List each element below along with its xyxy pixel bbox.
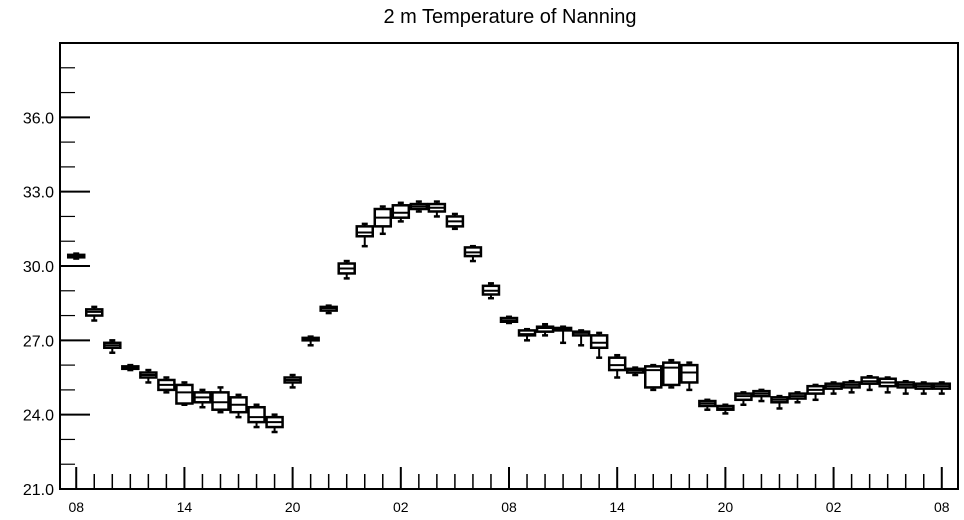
box-26 (535, 322, 555, 337)
box-0 (66, 252, 86, 260)
box-11 (265, 413, 284, 434)
box-22 (463, 244, 483, 263)
box-39 (770, 394, 789, 410)
box-43 (842, 379, 861, 394)
box-16 (355, 222, 374, 248)
box-iqr (175, 383, 194, 405)
plot-area (66, 200, 952, 434)
box-9 (229, 393, 248, 419)
box-37 (734, 391, 753, 407)
box-35 (698, 398, 717, 411)
box-29 (589, 331, 609, 359)
y-tick-label: 36.0 (23, 110, 54, 127)
box-48 (932, 381, 952, 395)
x-axis: 08 14 20 02 08 14 20 02 08 (68, 467, 950, 515)
box-iqr (607, 356, 627, 372)
box-31 (625, 366, 645, 377)
box-46 (896, 379, 915, 395)
box-iqr (355, 225, 374, 238)
box-iqr (391, 204, 411, 219)
x-tick-label: 08 (501, 499, 517, 515)
y-tick-label: 21.0 (23, 482, 54, 499)
box-17 (373, 205, 393, 236)
box-2 (103, 339, 122, 354)
box-20 (427, 200, 447, 218)
box-iqr (211, 391, 230, 411)
box-45 (878, 376, 897, 394)
box-iqr (662, 361, 681, 387)
x-tick-label: 20 (718, 499, 734, 515)
box-32 (644, 363, 663, 392)
box-6 (175, 381, 194, 407)
box-19 (409, 200, 429, 213)
box-38 (752, 388, 771, 403)
x-tick-label: 08 (68, 499, 84, 515)
box-1 (85, 305, 104, 322)
box-iqr (589, 334, 609, 350)
x-tick-label: 14 (609, 499, 625, 515)
box-34 (680, 361, 699, 392)
y-tick-label: 27.0 (23, 333, 54, 350)
x-tick-label: 02 (826, 499, 842, 515)
box-14 (319, 304, 338, 315)
box-8 (211, 386, 230, 414)
plot-frame (59, 42, 959, 490)
box-44 (860, 375, 879, 392)
box-3 (121, 363, 140, 372)
box-iqr (517, 329, 537, 337)
box-iqr (247, 405, 266, 424)
box-7 (193, 388, 212, 409)
box-30 (607, 353, 627, 379)
box-5 (157, 376, 176, 394)
box-18 (391, 201, 411, 223)
box-21 (445, 212, 465, 231)
x-tick-label: 20 (285, 499, 301, 515)
y-tick-label: 30.0 (23, 259, 54, 276)
chart-title: 2 m Temperature of Nanning (383, 6, 636, 28)
box-4 (139, 368, 158, 384)
x-tick-label: 08 (934, 499, 950, 515)
y-tick-label: 24.0 (23, 408, 54, 425)
box-12 (283, 373, 302, 389)
box-33 (662, 358, 681, 389)
box-27 (553, 325, 573, 345)
box-iqr (644, 365, 663, 389)
box-41 (806, 383, 825, 402)
box-iqr (680, 363, 699, 384)
box-28 (571, 329, 591, 347)
y-axis: 21.0 24.0 27.0 30.0 33.0 36.0 (23, 42, 90, 499)
x-tick-label: 02 (393, 499, 409, 515)
box-15 (337, 259, 356, 280)
box-36 (716, 403, 735, 415)
box-23 (481, 282, 501, 300)
box-25 (517, 327, 537, 342)
box-10 (247, 403, 266, 429)
x-tick-label: 14 (177, 499, 193, 515)
box-13 (301, 335, 320, 347)
y-tick-label: 33.0 (23, 185, 54, 202)
box-40 (788, 391, 807, 404)
box-47 (914, 381, 933, 395)
box-24 (499, 315, 519, 325)
box-iqr (535, 325, 555, 333)
box-42 (824, 381, 843, 395)
